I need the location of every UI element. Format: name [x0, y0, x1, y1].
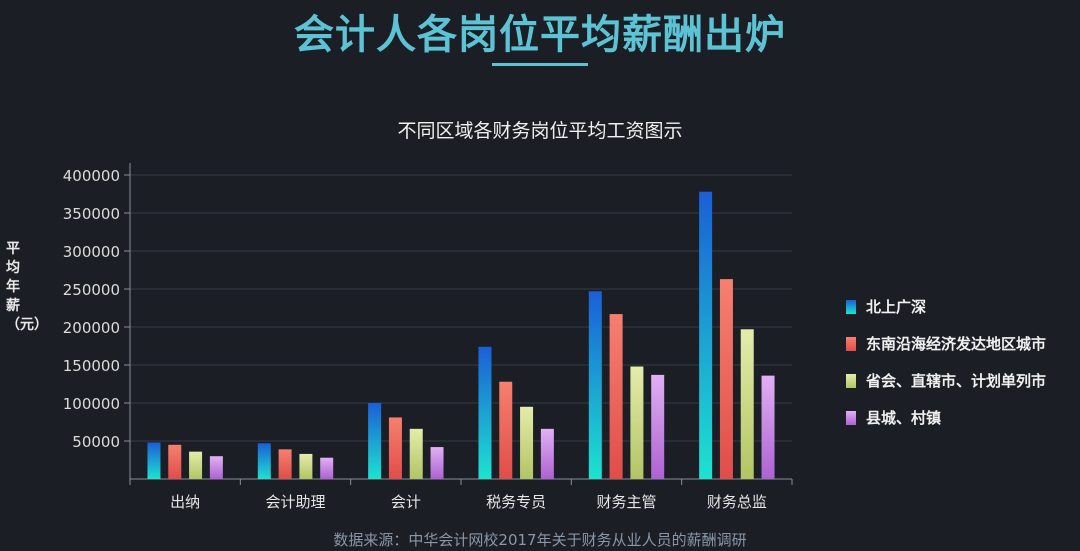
- legend-item: 县城、村镇: [846, 399, 1046, 436]
- legend-swatch: [846, 373, 856, 388]
- bar-2: [609, 314, 623, 479]
- bar-3: [189, 451, 203, 479]
- legend-swatch: [846, 336, 856, 351]
- legend-swatch: [846, 410, 856, 425]
- page-title: 会计人各岗位平均薪酬出炉: [294, 12, 786, 58]
- bar-3: [520, 406, 534, 479]
- bar-1: [699, 191, 713, 479]
- legend-label: 县城、村镇: [866, 409, 942, 427]
- x-tick-label: 税务专员: [486, 493, 546, 511]
- bar-1: [588, 291, 602, 479]
- x-tick-label: 出纳: [170, 493, 200, 511]
- bar-2: [719, 279, 733, 479]
- y-tick-label: 200000: [63, 319, 120, 337]
- bar-2: [168, 444, 182, 479]
- y-tick-label: 300000: [63, 243, 120, 261]
- bar-1: [478, 346, 492, 479]
- bar-3: [299, 453, 313, 479]
- y-tick-label: 350000: [63, 205, 120, 223]
- legend-swatch: [846, 299, 856, 314]
- y-tick-label: 400000: [63, 167, 120, 185]
- legend-label: 东南沿海经济发达地区城市: [866, 335, 1047, 353]
- bar-4: [761, 375, 775, 479]
- bar-4: [209, 456, 223, 479]
- x-tick-label: 会计: [391, 493, 421, 511]
- bar-1: [257, 443, 271, 479]
- legend-item: 省会、直辖市、计划单列市: [846, 362, 1046, 399]
- y-tick-label: 150000: [63, 357, 120, 375]
- source-note: 数据来源：中华会计网校2017年关于财务从业人员的薪酬调研: [333, 531, 747, 549]
- x-tick-label: 财务主管: [596, 493, 656, 511]
- bar-4: [320, 457, 334, 479]
- title-underline: [492, 63, 588, 66]
- legend-label: 北上广深: [866, 298, 927, 316]
- bar-1: [368, 403, 382, 479]
- legend: 北上广深东南沿海经济发达地区城市 省会、直辖市、计划单列市 县城、村镇: [846, 288, 1046, 436]
- bar-3: [409, 428, 423, 479]
- y-tick-label: 250000: [63, 281, 120, 299]
- bar-2: [278, 449, 292, 479]
- bar-3: [740, 329, 754, 479]
- y-tick-label: 50000: [72, 433, 120, 451]
- bar-4: [651, 374, 665, 479]
- x-tick-label: 会计助理: [265, 493, 325, 511]
- bar-4: [430, 447, 444, 479]
- bar-2: [499, 381, 513, 479]
- x-tick-label: 财务总监: [707, 493, 767, 511]
- chart-title: 不同区域各财务岗位平均工资图示: [397, 120, 683, 142]
- bar-4: [540, 428, 554, 479]
- bar-1: [147, 442, 161, 479]
- legend-item: 东南沿海经济发达地区城市: [846, 325, 1046, 362]
- bar-3: [630, 366, 644, 479]
- legend-item: 北上广深: [846, 288, 1046, 325]
- y-tick-label: 100000: [63, 395, 120, 413]
- bar-2: [388, 417, 402, 479]
- legend-label: 省会、直辖市、计划单列市: [866, 372, 1047, 390]
